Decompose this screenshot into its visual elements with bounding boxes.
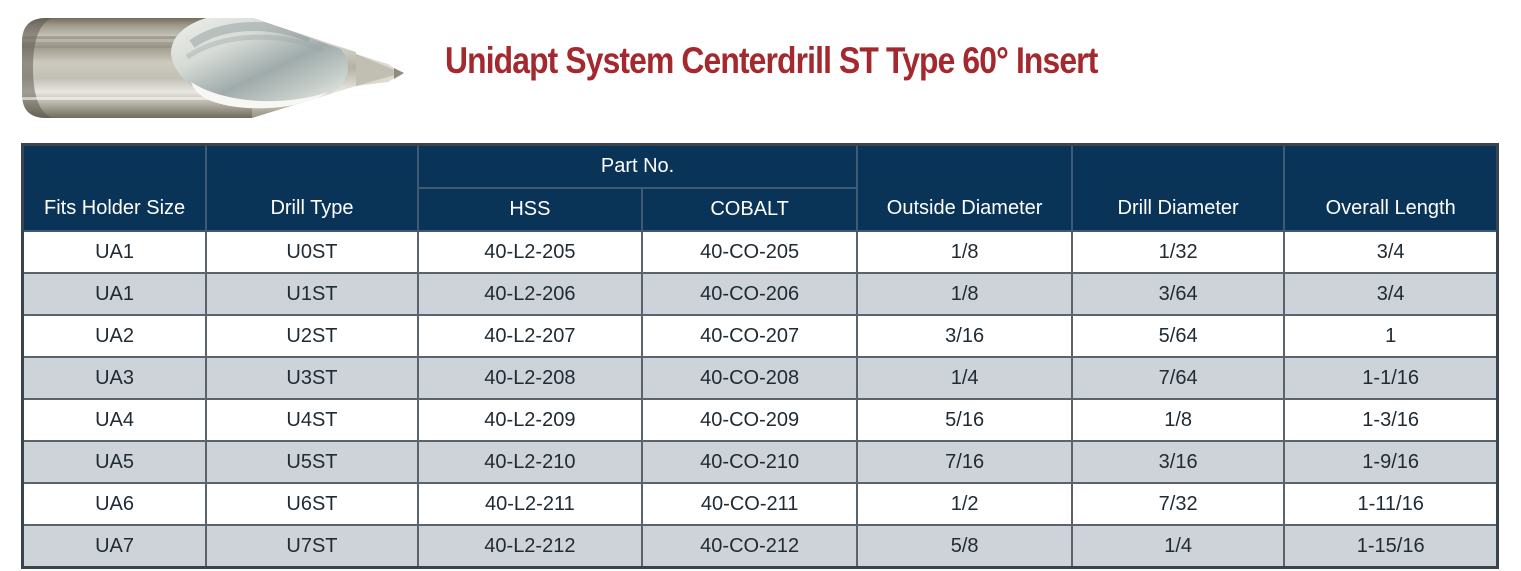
table-row: UA3 U3ST 40-L2-208 40-CO-208 1/4 7/64 1-… xyxy=(21,356,1499,400)
spec-table-body: UA1 U0ST 40-L2-205 40-CO-205 1/8 1/32 3/… xyxy=(21,230,1499,569)
cell-drill-type: U4ST xyxy=(205,398,419,442)
cell-cobalt-part-no: 40-CO-209 xyxy=(640,398,859,442)
table-row: UA4 U4ST 40-L2-209 40-CO-209 5/16 1/8 1-… xyxy=(21,398,1499,442)
cell-cobalt-part-no: 40-CO-206 xyxy=(640,272,859,316)
cell-drill-diameter: 5/64 xyxy=(1070,314,1286,358)
cell-hss-part-no: 40-L2-205 xyxy=(416,230,643,274)
cell-outside-diameter: 1/2 xyxy=(856,482,1073,526)
cell-outside-diameter: 5/8 xyxy=(856,524,1073,569)
cell-drill-type: U5ST xyxy=(205,440,419,484)
cell-overall-length: 1-11/16 xyxy=(1283,482,1499,526)
col-header-hss: HSS xyxy=(416,187,643,232)
cell-overall-length: 3/4 xyxy=(1283,272,1499,316)
cell-holder: UA2 xyxy=(21,314,208,358)
cell-holder: UA1 xyxy=(21,230,208,274)
cell-holder: UA6 xyxy=(21,482,208,526)
cell-holder: UA5 xyxy=(21,440,208,484)
cell-outside-diameter: 5/16 xyxy=(856,398,1073,442)
cell-hss-part-no: 40-L2-211 xyxy=(416,482,643,526)
cell-drill-type: U1ST xyxy=(205,272,419,316)
cell-drill-diameter: 3/16 xyxy=(1070,440,1286,484)
cell-cobalt-part-no: 40-CO-212 xyxy=(640,524,859,569)
cell-drill-type: U0ST xyxy=(205,230,419,274)
cell-cobalt-part-no: 40-CO-207 xyxy=(640,314,859,358)
col-header-part-no: Part No. xyxy=(416,143,859,189)
cell-drill-diameter: 3/64 xyxy=(1070,272,1286,316)
cell-overall-length: 1-1/16 xyxy=(1283,356,1499,400)
cell-outside-diameter: 3/16 xyxy=(856,314,1073,358)
cell-overall-length: 1-3/16 xyxy=(1283,398,1499,442)
cell-drill-diameter: 1/8 xyxy=(1070,398,1286,442)
cell-overall-length: 3/4 xyxy=(1283,230,1499,274)
table-row: UA1 U0ST 40-L2-205 40-CO-205 1/8 1/32 3/… xyxy=(21,230,1499,274)
header-row-2: HSS COBALT xyxy=(23,187,1498,232)
cell-drill-diameter: 1/4 xyxy=(1070,524,1286,569)
col-header-drill-type: Drill Type xyxy=(205,143,419,232)
spec-table-header: Fits Holder Size Drill Type Part No. Out… xyxy=(21,143,1499,232)
cell-holder: UA7 xyxy=(21,524,208,569)
cell-overall-length: 1-15/16 xyxy=(1283,524,1499,569)
cell-drill-diameter: 7/64 xyxy=(1070,356,1286,400)
col-header-overall-length: Overall Length xyxy=(1283,143,1499,232)
cell-drill-type: U7ST xyxy=(205,524,419,569)
cell-cobalt-part-no: 40-CO-205 xyxy=(640,230,859,274)
cell-holder: UA3 xyxy=(21,356,208,400)
cell-outside-diameter: 1/8 xyxy=(856,230,1073,274)
cell-outside-diameter: 7/16 xyxy=(856,440,1073,484)
cell-holder: UA1 xyxy=(21,272,208,316)
header-row-1: Fits Holder Size Drill Type Part No. Out… xyxy=(21,143,1499,232)
table-row: UA5 U5ST 40-L2-210 40-CO-210 7/16 3/16 1… xyxy=(21,440,1499,484)
table-row: UA7 U7ST 40-L2-212 40-CO-212 5/8 1/4 1-1… xyxy=(21,524,1499,569)
table-row: UA6 U6ST 40-L2-211 40-CO-211 1/2 7/32 1-… xyxy=(21,482,1499,526)
cell-drill-diameter: 1/32 xyxy=(1070,230,1286,274)
cell-drill-type: U3ST xyxy=(205,356,419,400)
col-header-cobalt: COBALT xyxy=(640,187,859,232)
cell-outside-diameter: 1/8 xyxy=(856,272,1073,316)
centerdrill-photo-svg xyxy=(22,18,404,118)
col-header-fits-holder-size: Fits Holder Size xyxy=(21,143,208,232)
col-header-drill-diameter: Drill Diameter xyxy=(1070,143,1286,232)
cell-holder: UA4 xyxy=(21,398,208,442)
spec-table: Fits Holder Size Drill Type Part No. Out… xyxy=(21,143,1499,569)
table-row: UA1 U1ST 40-L2-206 40-CO-206 1/8 3/64 3/… xyxy=(21,272,1499,316)
cell-hss-part-no: 40-L2-208 xyxy=(416,356,643,400)
cell-hss-part-no: 40-L2-210 xyxy=(416,440,643,484)
page-title: Unidapt System Centerdrill ST Type 60° I… xyxy=(445,40,1098,81)
cell-drill-type: U6ST xyxy=(205,482,419,526)
cell-drill-diameter: 7/32 xyxy=(1070,482,1286,526)
cell-hss-part-no: 40-L2-207 xyxy=(416,314,643,358)
col-header-outside-diameter: Outside Diameter xyxy=(856,143,1073,232)
cell-overall-length: 1 xyxy=(1283,314,1499,358)
cell-drill-type: U2ST xyxy=(205,314,419,358)
cell-cobalt-part-no: 40-CO-208 xyxy=(640,356,859,400)
cell-hss-part-no: 40-L2-206 xyxy=(416,272,643,316)
cell-hss-part-no: 40-L2-209 xyxy=(416,398,643,442)
cell-outside-diameter: 1/4 xyxy=(856,356,1073,400)
cell-cobalt-part-no: 40-CO-210 xyxy=(640,440,859,484)
table-row: UA2 U2ST 40-L2-207 40-CO-207 3/16 5/64 1 xyxy=(21,314,1499,358)
cell-hss-part-no: 40-L2-212 xyxy=(416,524,643,569)
centerdrill-product-photo xyxy=(6,2,411,134)
cell-cobalt-part-no: 40-CO-211 xyxy=(640,482,859,526)
cell-overall-length: 1-9/16 xyxy=(1283,440,1499,484)
